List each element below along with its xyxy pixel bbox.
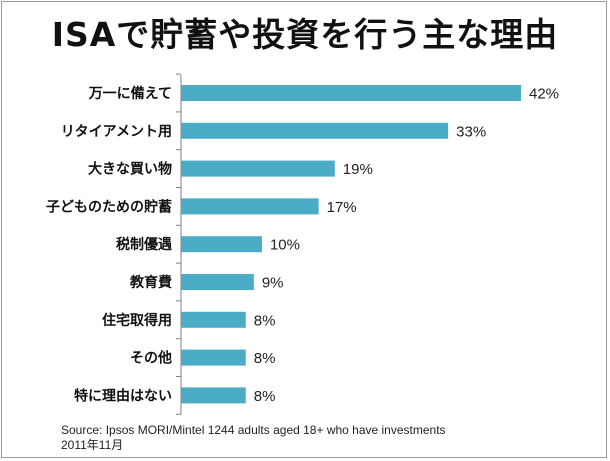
value-label: 8% [254, 388, 276, 405]
bar [181, 387, 246, 404]
category-label: 住宅取得用 [102, 312, 172, 329]
value-label: 10% [270, 237, 300, 254]
category-label: リタイアメント用 [61, 124, 172, 140]
category-label: 子どものための貯蓄 [46, 198, 172, 215]
value-label: 19% [343, 161, 373, 178]
value-label: 17% [327, 199, 357, 216]
category-label: 大きな買い物 [88, 161, 172, 178]
source-line-1: Source: Ipsos MORI/Mintel 1244 adults ag… [61, 423, 446, 437]
chart-title: ISAで貯蓄や投資を行う主な理由 [51, 15, 559, 54]
bar [181, 85, 521, 101]
bar [181, 274, 254, 290]
category-label: その他 [130, 350, 172, 367]
category-label: 教育費 [130, 274, 172, 291]
bar [181, 160, 335, 177]
bar [181, 311, 246, 328]
value-label: 33% [456, 123, 486, 140]
category-label: 万一に備えて [88, 85, 172, 102]
value-label: 9% [262, 275, 284, 292]
category-label: 特に理由はない [74, 387, 172, 404]
value-label: 42% [529, 86, 559, 103]
source-note: Source: Ipsos MORI/Mintel 1244 adults ag… [61, 423, 446, 453]
value-label: 8% [254, 312, 276, 329]
value-label: 8% [254, 350, 276, 367]
category-label: 税制優遇 [116, 236, 172, 253]
bar [181, 198, 319, 215]
bar [181, 122, 449, 139]
bar [181, 349, 246, 366]
bar [181, 236, 262, 253]
source-date: 2011年11月 [61, 438, 124, 452]
